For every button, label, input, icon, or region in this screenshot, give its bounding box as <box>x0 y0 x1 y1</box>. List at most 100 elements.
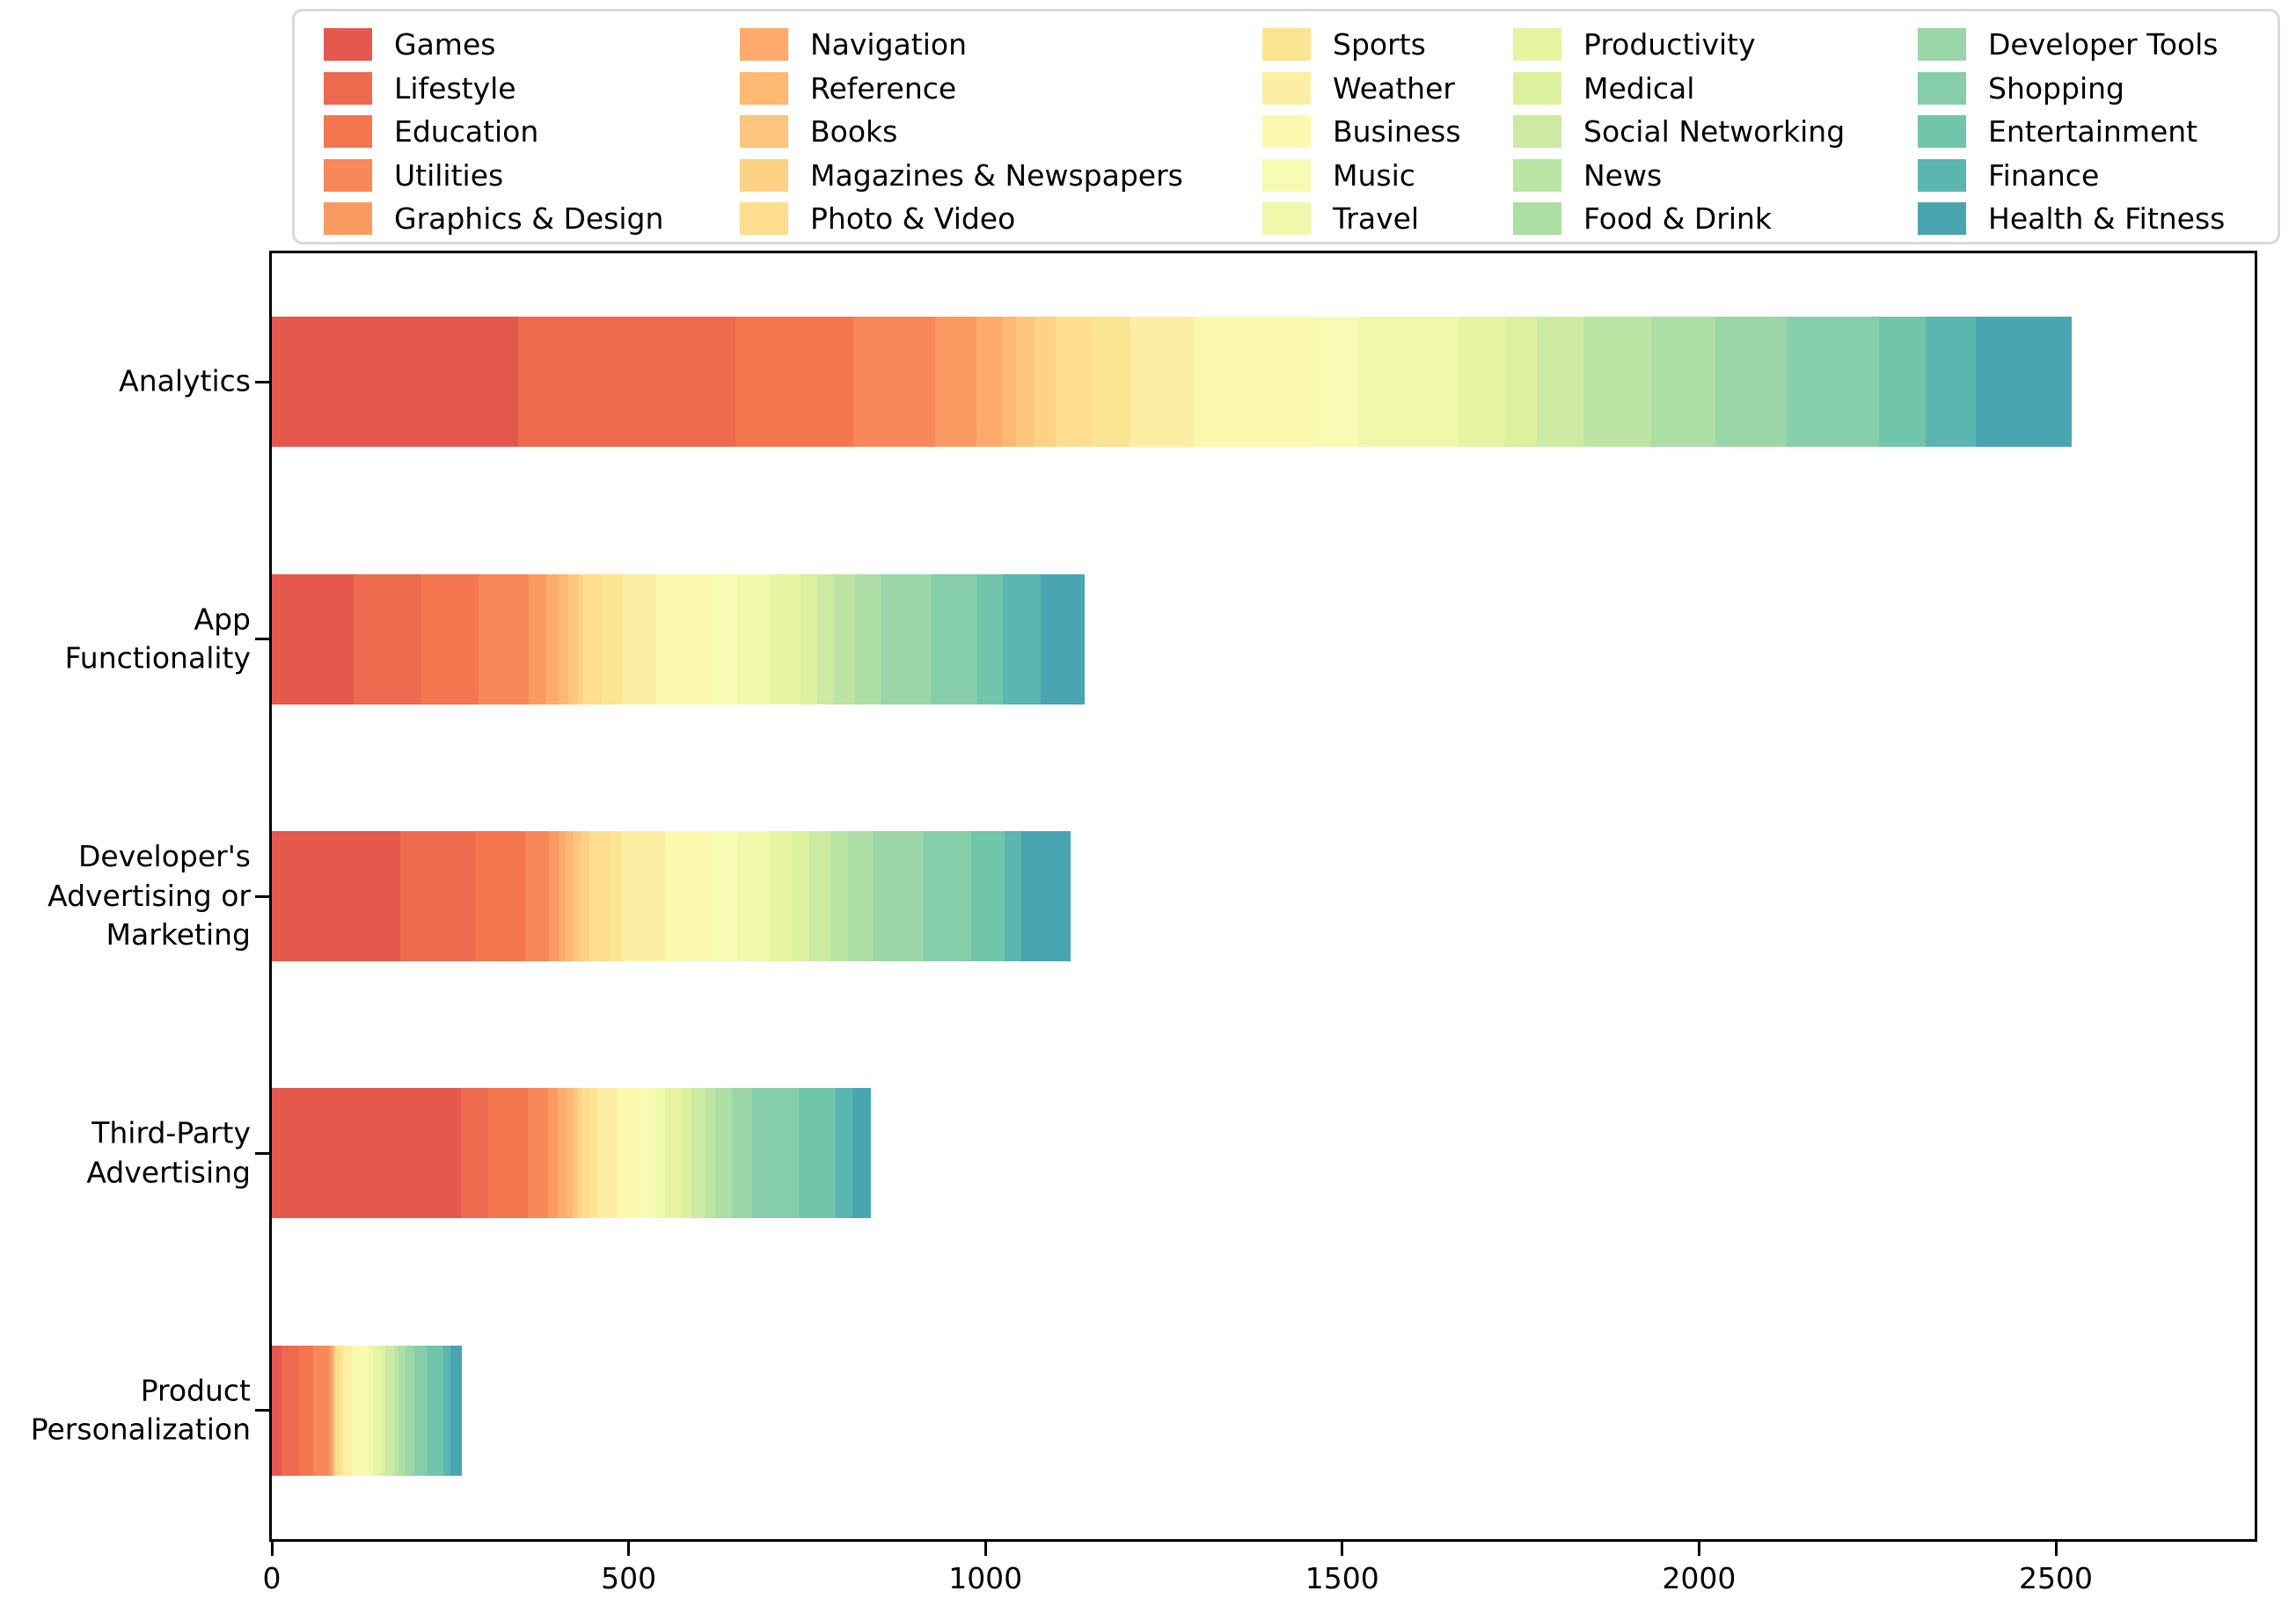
bar-segment <box>577 573 584 704</box>
bar-segment <box>1002 573 1041 704</box>
legend-item: Navigation <box>740 23 1183 67</box>
bar-segment <box>664 831 712 961</box>
legend-label: Navigation <box>810 27 967 62</box>
x-tick-label: 500 <box>601 1561 657 1595</box>
y-axis-category-label: Analytics <box>119 362 251 402</box>
bar-segment <box>428 1345 444 1476</box>
bar-segment <box>1130 317 1195 448</box>
legend-swatch-icon <box>1513 115 1561 149</box>
legend-label: Lifestyle <box>394 70 516 106</box>
bar-segment <box>487 1088 529 1219</box>
bar-segment <box>664 1088 682 1219</box>
bar-segment <box>583 573 602 704</box>
legend-swatch-icon <box>1262 71 1311 105</box>
bar-segment <box>1055 317 1092 448</box>
legend-swatch-icon <box>740 115 788 149</box>
bar-segment <box>830 831 848 961</box>
x-tick-label: 0 <box>262 1561 282 1595</box>
bar-segment <box>577 1088 581 1219</box>
y-axis-category-label-line: Functionality <box>64 640 251 675</box>
y-axis-category-label-line: Third-Party <box>91 1115 251 1150</box>
bar-segment <box>691 1088 706 1219</box>
bar-segment <box>574 831 581 961</box>
bar-segment <box>770 831 793 961</box>
x-tick-mark <box>1697 1542 1700 1556</box>
x-tick-mark <box>270 1542 274 1556</box>
bar-segment <box>854 573 881 704</box>
bar-segment <box>272 1088 461 1219</box>
legend-item: Shopping <box>1918 67 2225 111</box>
bar-segment <box>573 1088 578 1219</box>
bar-segment <box>880 573 931 704</box>
legend-item: Graphics & Design <box>324 197 663 241</box>
legend-swatch-icon <box>1918 202 1966 236</box>
bar-segment <box>1458 317 1505 448</box>
legend-label: Reference <box>810 70 957 106</box>
bar-segment <box>443 1345 450 1476</box>
bar-segment <box>369 1345 374 1476</box>
bar-segment <box>1001 317 1017 448</box>
bar-segment <box>421 573 479 704</box>
bar-segment <box>935 317 977 448</box>
bar-app-functionality <box>272 573 1085 704</box>
y-axis-category-label: Product Personalization <box>31 1371 251 1449</box>
bar-segment <box>930 573 978 704</box>
legend-swatch-icon <box>740 71 788 105</box>
bar-developer-s-advertising-or-marketing <box>272 831 1071 961</box>
bar-segment <box>333 1345 334 1476</box>
legend-item: News <box>1513 154 1845 198</box>
legend-item: Photo & Video <box>740 197 1183 241</box>
bar-segment <box>529 573 547 704</box>
legend-swatch-icon <box>1918 158 1966 192</box>
y-tick-mark <box>255 1409 269 1412</box>
bar-segment <box>272 573 355 704</box>
bar-segment <box>362 1345 369 1476</box>
legend-label: Entertainment <box>1988 114 2198 150</box>
bar-segment <box>1091 317 1130 448</box>
legend-item: Music <box>1262 154 1461 198</box>
bar-segment <box>1926 317 1976 448</box>
bar-segment <box>517 317 736 448</box>
bar-segment <box>638 1088 655 1219</box>
legend-label: Magazines & Newspapers <box>810 157 1183 193</box>
bar-segment <box>354 573 422 704</box>
bar-segment <box>566 1088 574 1219</box>
legend-label: Finance <box>1988 157 2100 193</box>
x-tick-label: 2000 <box>1662 1561 1737 1595</box>
y-axis-category-label-line: Personalization <box>30 1412 251 1447</box>
legend-item: Weather <box>1262 67 1461 111</box>
legend-label: Music <box>1333 157 1415 193</box>
bar-segment <box>272 831 401 961</box>
legend-label: Books <box>810 114 898 150</box>
bar-segment <box>581 831 589 961</box>
bar-segment <box>298 1345 314 1476</box>
bar-segment <box>528 1088 548 1219</box>
bar-segment <box>581 1088 590 1219</box>
legend-item: Health & Fitness <box>1918 197 2225 241</box>
bar-segment <box>406 1345 415 1476</box>
bar-segment <box>589 1088 598 1219</box>
legend-swatch-icon <box>1262 202 1311 236</box>
x-tick-mark <box>2054 1542 2058 1556</box>
y-axis-category-label-line: Developer's <box>78 839 251 874</box>
bar-segment <box>656 573 712 704</box>
legend-column: Navigation Reference Books Magazines & News… <box>740 23 1183 241</box>
bar-third-party-advertising <box>272 1088 872 1219</box>
bar-segment <box>1034 317 1056 448</box>
legend-item: Social Networking <box>1513 110 1845 154</box>
bar-segment <box>736 831 771 961</box>
bar-segment <box>711 573 737 704</box>
legend-label: Medical <box>1583 70 1695 106</box>
legend-label: Health & Fitness <box>1988 201 2226 237</box>
bar-segment <box>546 573 559 704</box>
legend-label: Social Networking <box>1583 114 1846 150</box>
bar-segment <box>559 831 566 961</box>
legend-label: Weather <box>1333 70 1455 106</box>
bar-segment <box>589 831 610 961</box>
y-axis-category-label-line: Advertising <box>86 1155 251 1190</box>
legend-item: Utilities <box>324 154 663 198</box>
y-axis-category-label: App Functionality <box>65 600 251 678</box>
legend-swatch-icon <box>324 202 372 236</box>
legend-column: Games Lifestyle Education Utilities Graphics… <box>324 23 663 241</box>
